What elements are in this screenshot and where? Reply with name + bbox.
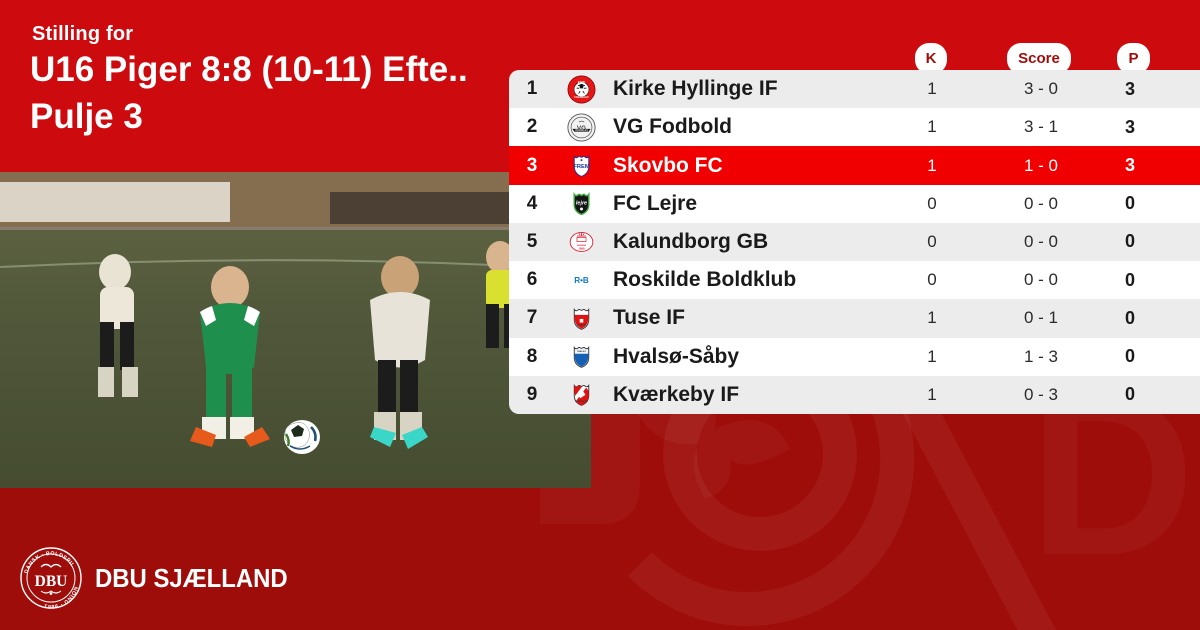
svg-text:FODBOLD: FODBOLD xyxy=(574,95,588,99)
svg-text:1899: 1899 xyxy=(578,247,585,251)
svg-text:R•B: R•B xyxy=(574,276,589,285)
svg-text:lejre: lejre xyxy=(575,201,586,207)
svg-text:TUSE IF: TUSE IF xyxy=(577,325,587,327)
svg-text:FREM: FREM xyxy=(573,164,589,170)
svg-text:D: D xyxy=(1029,414,1195,603)
svg-text:DBU: DBU xyxy=(35,573,68,590)
svg-text:KHIF: KHIF xyxy=(577,80,585,84)
svg-text:KVÆRKEBY: KVÆRKEBY xyxy=(575,402,588,404)
svg-text:HVALSO: HVALSO xyxy=(577,350,586,353)
svg-text:VEMMELEV: VEMMELEV xyxy=(574,130,587,132)
